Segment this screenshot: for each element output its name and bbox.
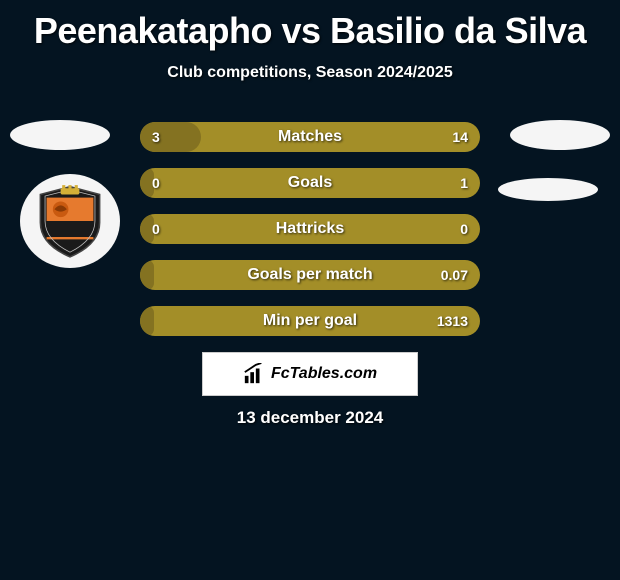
stat-row-min-per-goal: Min per goal 1313: [140, 306, 480, 336]
stat-label: Hattricks: [140, 220, 480, 238]
stat-label: Goals per match: [140, 266, 480, 284]
stat-label: Min per goal: [140, 312, 480, 330]
stats-container: 3 Matches 14 0 Goals 1 0 Hattricks 0 Goa…: [140, 122, 480, 352]
stat-label: Goals: [140, 174, 480, 192]
stat-right-value: 0.07: [441, 267, 468, 283]
stat-row-goals-per-match: Goals per match 0.07: [140, 260, 480, 290]
player2-club-badge-placeholder: [498, 178, 598, 201]
subtitle: Club competitions, Season 2024/2025: [0, 64, 620, 82]
date-label: 13 december 2024: [0, 408, 620, 428]
player1-avatar-placeholder: [10, 120, 110, 150]
stat-row-matches: 3 Matches 14: [140, 122, 480, 152]
stat-right-value: 1: [460, 175, 468, 191]
stat-row-goals: 0 Goals 1: [140, 168, 480, 198]
shield-icon: [31, 182, 109, 260]
stat-label: Matches: [140, 128, 480, 146]
stat-row-hattricks: 0 Hattricks 0: [140, 214, 480, 244]
player2-avatar-placeholder: [510, 120, 610, 150]
stat-right-value: 0: [460, 221, 468, 237]
brand-text: FcTables.com: [271, 365, 377, 383]
player1-club-badge: [20, 174, 120, 268]
brand-box[interactable]: FcTables.com: [202, 352, 418, 396]
chart-bar-icon: [243, 363, 265, 385]
stat-right-value: 14: [452, 129, 468, 145]
stat-right-value: 1313: [437, 313, 468, 329]
page-title: Peenakatapho vs Basilio da Silva: [0, 0, 620, 52]
